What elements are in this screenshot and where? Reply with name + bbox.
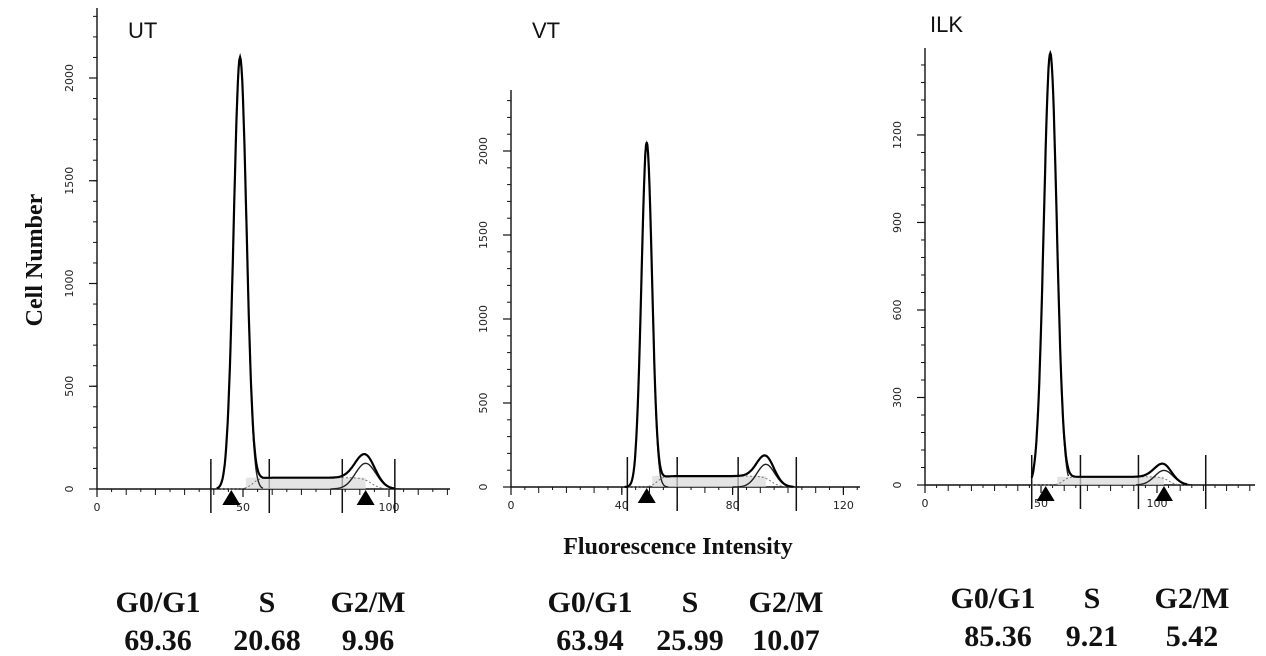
y-tick-label-ut: 500 [63, 376, 76, 397]
panel-title-ilk: ILK [930, 12, 963, 37]
x-tick-label-ilk: 0 [922, 497, 929, 510]
histogram-curve-ut [216, 53, 395, 490]
y-tick-label-vt: 1500 [477, 221, 490, 249]
phase-value-s-ilk: 9.21 [1066, 620, 1119, 653]
histogram-curve-ilk [1030, 49, 1188, 486]
phase-label-g0g1-ut: G0/G1 [115, 586, 200, 619]
plot-vt: 0 40 80 120 0 500 1000 1500 2000 [477, 90, 860, 512]
x-tick-label-ut: 100 [379, 501, 400, 514]
phase-value-g0g1-ilk: 85.36 [964, 620, 1032, 653]
x-tick-label-vt: 0 [508, 499, 515, 512]
y-tick-label-ilk: 900 [891, 212, 904, 233]
marker-triangle-icon [1036, 486, 1055, 501]
x-tick-label-vt: 120 [833, 499, 854, 512]
histogram-curve-vt [624, 141, 794, 489]
y-tick-label-ilk: 0 [891, 482, 904, 489]
s-phase-fit-ut [216, 477, 395, 490]
y-tick-label-vt: 500 [477, 393, 490, 414]
marker-triangle-icon [637, 488, 656, 503]
phase-label-g2m-vt: G2/M [749, 586, 824, 619]
phase-value-g2m-ut: 9.96 [342, 624, 395, 656]
phase-label-g2m-ilk: G2/M [1155, 582, 1230, 615]
phase-label-g2m-ut: G2/M [331, 586, 406, 619]
phase-value-s-ut: 20.68 [233, 624, 301, 656]
y-tick-label-ut: 1000 [63, 270, 76, 298]
x-tick-label-vt: 40 [615, 499, 629, 512]
phase-value-g2m-ilk: 5.42 [1166, 620, 1219, 653]
phase-value-g0g1-ut: 69.36 [124, 624, 192, 656]
phase-label-g0g1-ilk: G0/G1 [950, 582, 1035, 615]
y-tick-label-ut: 2000 [63, 64, 76, 92]
s-phase-fill-vt [652, 476, 766, 487]
s-phase-fit-vt [624, 475, 794, 488]
y-tick-label-ut: 0 [63, 486, 76, 493]
x-tick-label-ut: 0 [94, 501, 101, 514]
y-tick-label-ilk: 600 [891, 299, 904, 320]
panel-title-vt: VT [532, 18, 560, 43]
g1-peak-fit-ut [216, 55, 264, 490]
phase-value-s-vt: 25.99 [656, 624, 724, 656]
marker-triangle-icon [222, 490, 241, 505]
y-tick-label-ilk: 1200 [891, 121, 904, 149]
marker-triangle-icon [356, 490, 375, 505]
g1-peak-fit-vt [624, 140, 669, 488]
s-phase-fill-ut [245, 477, 366, 489]
panel-vt: VT 0 40 80 120 0 500 1000 1500 2000 G0/G1 S G2/M… [477, 18, 860, 656]
phase-label-g0g1-vt: G0/G1 [547, 586, 632, 619]
phase-value-g0g1-vt: 63.94 [556, 624, 624, 656]
s-phase-fit-ilk [1031, 476, 1188, 486]
y-axis-label: Cell Number [22, 193, 48, 326]
phase-label-s-ilk: S [1084, 582, 1101, 615]
phase-label-s-ut: S [259, 586, 276, 619]
marker-triangle-icon [1154, 486, 1173, 501]
panel-title-ut: UT [128, 18, 157, 43]
x-axis-label: Fluorescence Intensity [563, 534, 793, 560]
x-tick-label-vt: 80 [726, 499, 740, 512]
s-phase-fill-ilk [1057, 476, 1164, 485]
y-tick-label-vt: 0 [477, 484, 490, 491]
phase-value-g2m-vt: 10.07 [752, 624, 820, 656]
phase-label-s-vt: S [682, 586, 699, 619]
y-tick-label-ilk: 300 [891, 387, 904, 408]
y-tick-label-vt: 2000 [477, 137, 490, 165]
y-tick-label-ut: 1500 [63, 167, 76, 195]
y-tick-label-vt: 1000 [477, 305, 490, 333]
